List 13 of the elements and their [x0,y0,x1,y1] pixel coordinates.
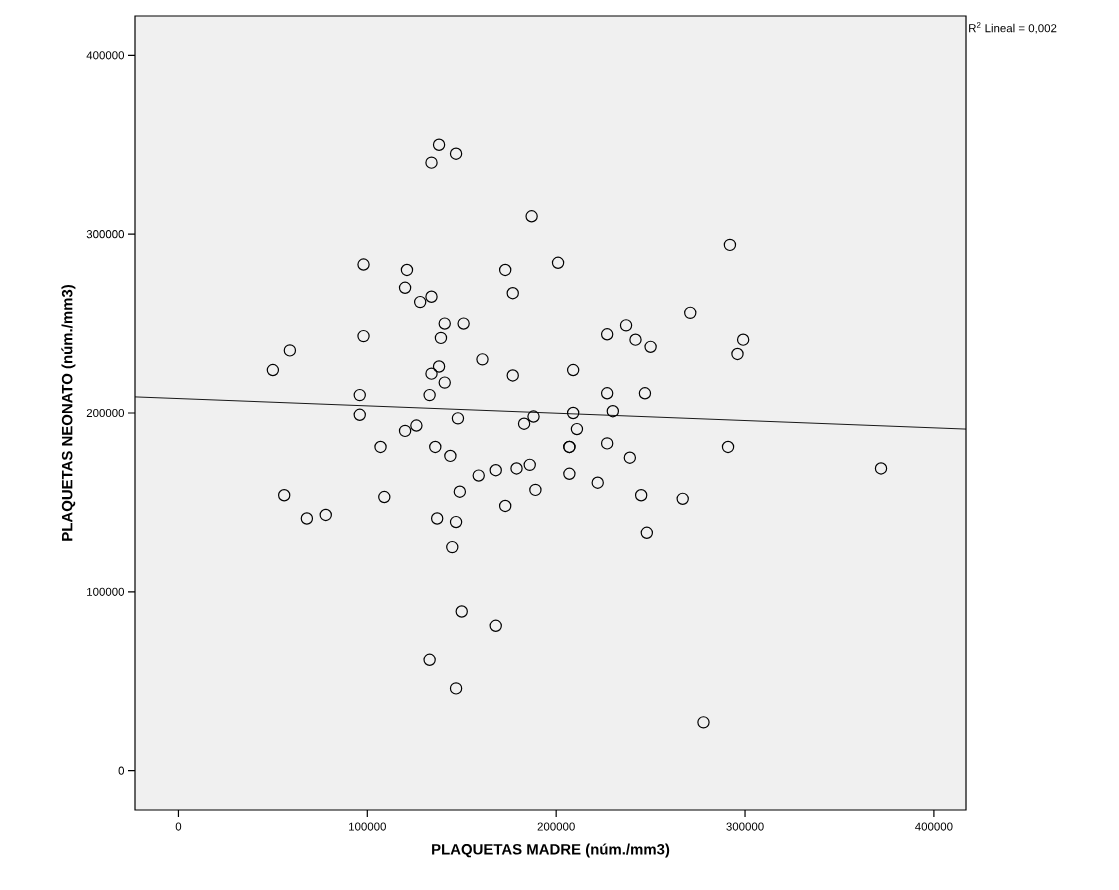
y-tick-label: 400000 [86,51,125,60]
y-tick-label: 100000 [87,587,125,596]
y-axis-title: PLAQUETAS NEONATO (núm./mm3) [61,285,76,541]
x-tick-label: 200000 [537,822,575,831]
y-tick-label: 200000 [86,408,125,418]
x-tick-label: 400000 [915,822,953,831]
y-tick-label: 300000 [86,230,125,239]
y-tick-label: 0 [118,766,125,775]
x-tick-label: 0 [175,822,182,831]
x-axis-title: PLAQUETAS MADRE (núm./mm3) [432,843,670,858]
x-tick-label: 100000 [349,822,386,831]
x-tick-label: 300000 [726,822,764,831]
text: R$^{2}$ Lineal = 0,002 [969,22,1057,34]
